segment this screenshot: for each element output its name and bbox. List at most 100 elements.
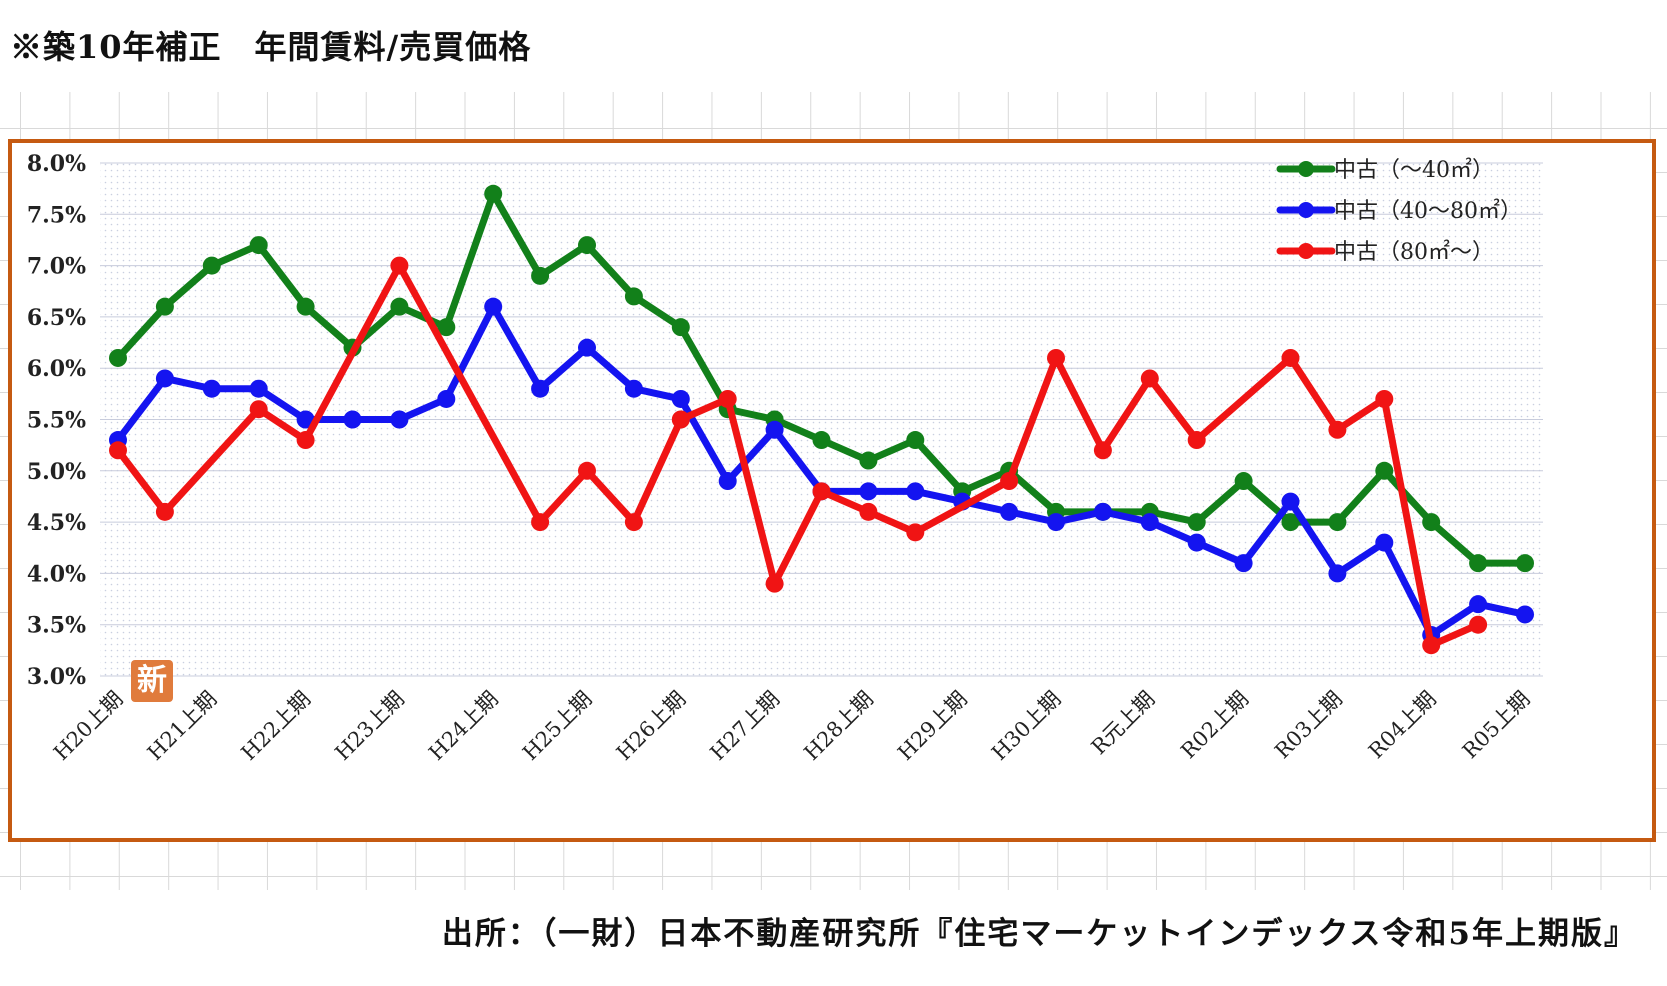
data-point xyxy=(249,236,268,255)
y-tick-label: 6.0% xyxy=(27,356,86,382)
data-point xyxy=(155,297,174,316)
data-point xyxy=(155,369,174,388)
data-point xyxy=(1422,636,1441,655)
data-point xyxy=(249,379,268,398)
data-point xyxy=(1328,564,1347,583)
y-tick-label: 8.0% xyxy=(27,151,86,177)
x-tick-label: H22上期 xyxy=(237,687,316,766)
series-line-3 xyxy=(114,262,1482,649)
data-point xyxy=(1187,431,1206,450)
x-tick-label: R02上期 xyxy=(1176,687,1253,764)
data-point xyxy=(1375,389,1394,408)
y-tick-label: 3.5% xyxy=(27,613,86,639)
data-point xyxy=(296,410,315,429)
data-point xyxy=(1093,441,1112,460)
data-point xyxy=(1422,513,1441,532)
data-point xyxy=(484,184,503,203)
y-tick-label: 3.0% xyxy=(27,664,86,690)
x-tick-label: H25上期 xyxy=(518,687,597,766)
y-tick-label: 7.0% xyxy=(27,254,86,280)
data-point xyxy=(1281,492,1300,511)
data-point xyxy=(531,379,550,398)
x-tick-label: R03上期 xyxy=(1270,687,1347,764)
data-point xyxy=(296,297,315,316)
x-tick-label: H28上期 xyxy=(799,687,878,766)
data-point xyxy=(1187,533,1206,552)
x-tick-label: H27上期 xyxy=(706,687,785,766)
data-point xyxy=(109,348,127,367)
legend-marker xyxy=(1298,161,1314,177)
data-point xyxy=(906,482,925,501)
data-point xyxy=(624,287,643,306)
data-point xyxy=(1516,554,1534,573)
title-area xyxy=(0,0,1667,92)
page-title: ※築10年補正 年間賃料/売買価格 xyxy=(10,28,532,66)
data-point xyxy=(1234,472,1253,491)
data-point xyxy=(390,410,409,429)
data-point xyxy=(1469,615,1488,634)
footer-area xyxy=(0,890,1667,986)
data-point xyxy=(906,523,925,542)
x-tick-label: R05上期 xyxy=(1458,687,1535,764)
data-point xyxy=(765,574,784,593)
line-chart: 3.0% 3.5% 4.0% 4.5% 5.0% 5.5% 6.0% 6.5% 7.0% 7.5%… xyxy=(27,151,1543,766)
data-point xyxy=(1140,369,1159,388)
x-tick-label: H20上期 xyxy=(49,687,128,766)
data-point xyxy=(578,236,596,255)
data-point xyxy=(343,410,362,429)
x-tick-label: H30上期 xyxy=(987,687,1066,766)
y-tick-label: 4.5% xyxy=(27,510,86,536)
data-point xyxy=(390,297,409,316)
data-point xyxy=(906,431,925,450)
data-point xyxy=(1516,605,1534,624)
data-point xyxy=(1047,348,1065,367)
legend-label: 中古（80㎡～） xyxy=(1334,239,1494,265)
x-tick-label: H23上期 xyxy=(330,687,409,766)
data-point xyxy=(578,461,596,480)
legend-marker xyxy=(1298,202,1314,218)
data-point xyxy=(1047,513,1065,532)
data-point xyxy=(1187,513,1206,532)
data-point xyxy=(624,379,643,398)
data-point xyxy=(671,410,690,429)
x-tick-label: H26上期 xyxy=(612,687,691,766)
data-point xyxy=(1234,554,1253,573)
y-tick-label: 7.5% xyxy=(27,202,86,228)
data-point xyxy=(859,482,878,501)
data-point xyxy=(718,389,737,408)
data-point xyxy=(1000,472,1019,491)
data-point xyxy=(390,256,409,275)
data-point xyxy=(1375,461,1394,480)
data-point xyxy=(671,389,690,408)
data-point xyxy=(1140,513,1159,532)
data-point xyxy=(109,441,127,460)
x-tick-label: H24上期 xyxy=(424,687,503,766)
y-tick-label: 5.5% xyxy=(27,408,86,434)
x-tick-label: R04上期 xyxy=(1364,687,1441,764)
data-point xyxy=(765,420,784,439)
y-tick-label: 4.0% xyxy=(27,561,86,587)
data-point xyxy=(578,338,596,357)
data-point xyxy=(671,318,690,337)
legend-label: 中古（40～80㎡） xyxy=(1334,198,1522,224)
legend-label: 中古（～40㎡） xyxy=(1334,157,1494,183)
legend-marker xyxy=(1298,243,1314,259)
data-point xyxy=(1328,420,1347,439)
data-point xyxy=(1000,502,1019,521)
x-tick-label: H29上期 xyxy=(893,687,972,766)
data-point xyxy=(812,431,831,450)
data-point xyxy=(1375,533,1394,552)
data-point xyxy=(1328,513,1347,532)
data-point xyxy=(202,256,221,275)
y-tick-label: 6.5% xyxy=(27,305,86,331)
new-badge-icon: 新 xyxy=(131,660,173,702)
data-point xyxy=(624,513,643,532)
data-point xyxy=(1469,595,1488,614)
data-point xyxy=(249,400,268,419)
data-point xyxy=(531,266,550,285)
data-point xyxy=(484,297,503,316)
data-point xyxy=(437,318,456,337)
data-point xyxy=(202,379,221,398)
data-point xyxy=(1281,513,1300,532)
x-tick-label: R元上期 xyxy=(1087,687,1160,760)
